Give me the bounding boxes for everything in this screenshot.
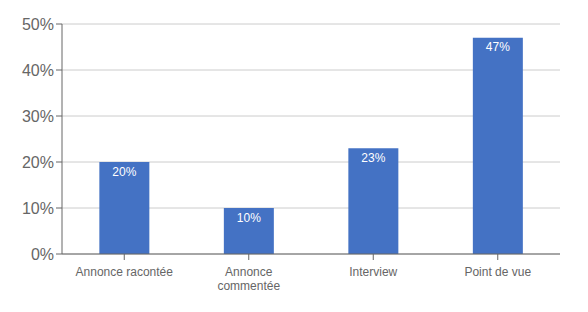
svg-text:20%: 20% (112, 165, 136, 179)
svg-text:40%: 40% (22, 62, 54, 79)
svg-text:47%: 47% (486, 40, 510, 54)
svg-text:10%: 10% (22, 200, 54, 217)
svg-text:Annoncecommentée: Annoncecommentée (217, 265, 280, 293)
svg-text:23%: 23% (361, 151, 385, 165)
svg-text:Annonce racontée: Annonce racontée (76, 265, 174, 279)
svg-text:Interview: Interview (349, 265, 397, 279)
svg-text:20%: 20% (22, 154, 54, 171)
svg-text:50%: 50% (22, 16, 54, 33)
svg-text:Point de vue: Point de vue (464, 265, 531, 279)
svg-text:10%: 10% (237, 211, 261, 225)
svg-text:30%: 30% (22, 108, 54, 125)
svg-text:0%: 0% (31, 246, 54, 263)
